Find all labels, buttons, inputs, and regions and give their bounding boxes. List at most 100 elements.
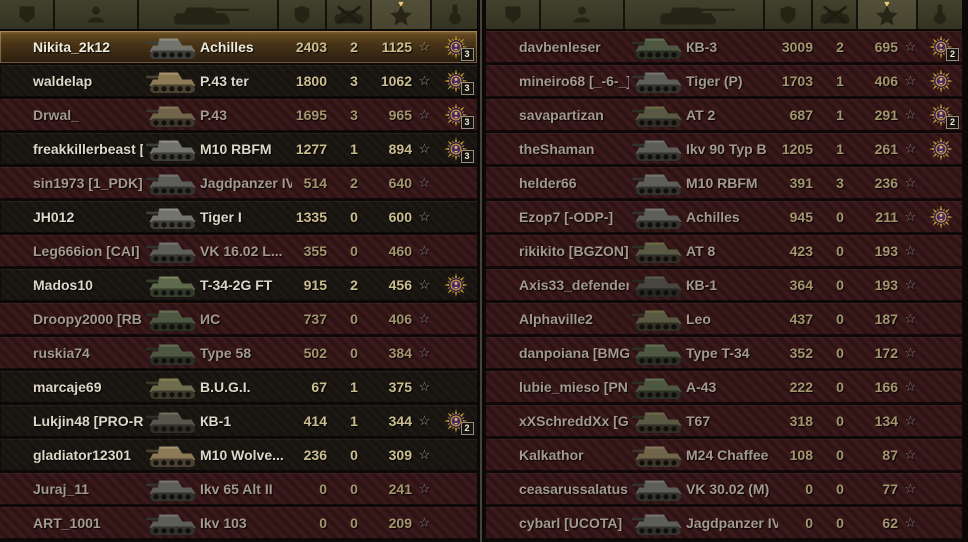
column-xp[interactable]: ▼	[858, 0, 918, 29]
epic-medal-icon[interactable]: 3	[443, 136, 474, 163]
table-header: ▼	[486, 0, 962, 29]
xp-value: 211	[875, 209, 898, 225]
xp-value: 62	[882, 515, 898, 531]
xp-star-icon: ☆	[418, 209, 431, 224]
player-row-dead[interactable]: ceasarussalatus ... VK 30.02 (M) 0 0 77 …	[486, 473, 962, 505]
player-row-dead[interactable]: Ezop7 [-ODP-] Achilles 945 0 211 ☆	[486, 201, 962, 233]
xp-star-icon: ☆	[418, 141, 431, 156]
xp-value: 695	[874, 39, 898, 55]
player-row-dead[interactable]: Kalkathor M24 Chaffee 108 0 87 ☆	[486, 439, 962, 471]
column-vehicle[interactable]	[139, 0, 279, 29]
xp-star-icon: ☆	[904, 311, 917, 326]
xp-star-icon: ☆	[418, 277, 431, 292]
column-kills[interactable]	[327, 0, 372, 29]
tank-sprite-icon	[629, 339, 686, 367]
player-row-alive[interactable]: gladiator12301 M10 Wolve... 236 0 309 ☆	[0, 439, 477, 471]
player-row-dead[interactable]: danpoiana [BMG... Type T-34 352 0 172 ☆	[486, 337, 962, 369]
medal-cell	[920, 136, 962, 162]
column-medals[interactable]	[432, 0, 477, 29]
xp-value: 384	[388, 345, 412, 361]
kills-value: 1	[350, 413, 358, 429]
epic-medal-icon[interactable]: 2	[928, 34, 959, 61]
vehicle-name: Achilles	[200, 39, 254, 55]
damage-value: 67	[311, 379, 327, 395]
kills-value: 0	[836, 243, 844, 259]
kills-value: 2	[836, 39, 844, 55]
player-row-dead[interactable]: Leg666ion [CAI] VK 16.02 L... 355 0 460 …	[0, 235, 477, 267]
player-row-dead[interactable]: Juraj_11 Ikv 65 Alt II 0 0 241 ☆	[0, 473, 477, 505]
column-vehicle[interactable]	[625, 0, 765, 29]
medal-cell: 3	[434, 68, 477, 95]
damage-value: 915	[303, 277, 327, 293]
column-squad[interactable]	[486, 0, 541, 29]
damage-value: 0	[319, 515, 327, 531]
kills-value: 3	[350, 107, 358, 123]
epic-medal-icon[interactable]: 3	[443, 102, 474, 129]
player-row-dead[interactable]: helder66 M10 RBFM 391 3 236 ☆	[486, 167, 962, 199]
player-row-dead[interactable]: theShaman Ikv 90 Typ B 1205 1 261 ☆	[486, 133, 962, 165]
xp-star-icon: ☆	[904, 345, 917, 360]
player-row-alive[interactable]: freakkillerbeast [... M10 RBFM 1277 1 89…	[0, 133, 477, 165]
damage-value: 423	[789, 243, 813, 259]
xp-value: 87	[882, 447, 898, 463]
player-row-dead[interactable]: cybarl [UCOTA] Jagdpanzer IV 0 0 62 ☆	[486, 507, 962, 539]
player-row-dead[interactable]: Droopy2000 [RB... ИС 737 0 406 ☆	[0, 303, 477, 335]
column-xp[interactable]: ▼	[372, 0, 432, 29]
player-row-alive[interactable]: waldelap P.43 ter 1800 3 1062 ☆	[0, 65, 477, 97]
kills-value: 0	[836, 345, 844, 361]
damage-value: 364	[789, 277, 813, 293]
column-medals[interactable]	[918, 0, 962, 29]
tank-sprite-icon	[629, 509, 686, 537]
xp-value: 193	[874, 243, 898, 259]
vehicle-name: P.43 ter	[200, 73, 249, 89]
player-name: savapartizan	[519, 107, 604, 123]
player-row-dead[interactable]: Drwal_ P.43 1695 3 965 ☆	[0, 99, 477, 131]
column-player[interactable]	[55, 0, 139, 29]
xp-star-icon: ☆	[418, 107, 431, 122]
player-row-dead[interactable]: rikikito [BGZON] AT 8 423 0 193 ☆	[486, 235, 962, 267]
tank-silhouette-icon	[659, 7, 735, 24]
tank-sprite-icon	[143, 475, 200, 503]
player-row-dead[interactable]: mineiro68 [_-6-_] Tiger (P) 1703 1 406 ☆	[486, 65, 962, 97]
player-row-alive[interactable]: marcaje69 B.U.G.I. 67 1 375 ☆	[0, 371, 477, 403]
vehicle-name: AT 2	[686, 107, 716, 123]
epic-medal-icon[interactable]	[928, 204, 954, 230]
tank-sprite-icon	[143, 33, 200, 61]
vehicle-name: КВ-1	[200, 413, 232, 429]
player-row-dead[interactable]: Axis33_defender КВ-1 364 0 193 ☆	[486, 269, 962, 301]
player-row-dead[interactable]: ruskia74 Type 58 502 0 384 ☆	[0, 337, 477, 369]
destroyed-tank-icon	[333, 5, 363, 24]
player-row-alive[interactable]: JH012 Tiger I 1335 0 600 ☆	[0, 201, 477, 233]
tank-sprite-icon	[629, 33, 686, 61]
player-row-dead[interactable]: ART_1001 Ikv 103 0 0 209 ☆	[0, 507, 477, 539]
epic-medal-icon[interactable]: 3	[443, 34, 474, 61]
player-name: waldelap	[33, 73, 93, 89]
tank-sprite-icon	[629, 271, 686, 299]
tank-sprite-icon	[629, 67, 686, 95]
player-row-dead[interactable]: Alphaville2 Leo 437 0 187 ☆	[486, 303, 962, 335]
column-damage[interactable]	[279, 0, 327, 29]
medal-cell	[434, 272, 477, 298]
epic-medal-icon[interactable]	[928, 68, 954, 94]
divider-scrollbar-line[interactable]	[480, 0, 482, 542]
epic-medal-icon[interactable]: 2	[928, 102, 959, 129]
epic-medal-icon[interactable]: 2	[443, 408, 474, 435]
player-row-dead[interactable]: savapartizan AT 2 687 1 291 ☆	[486, 99, 962, 131]
column-player[interactable]	[541, 0, 625, 29]
player-row-self[interactable]: Nikita_2k12 Achilles 2403 2 1125 ☆	[0, 31, 477, 63]
player-name: Droopy2000 [RB...	[33, 311, 143, 327]
player-row-dead[interactable]: xXSchreddXx [G... T67 318 0 134 ☆	[486, 405, 962, 437]
column-squad[interactable]	[0, 0, 55, 29]
player-row-dead[interactable]: lubie_mieso [PN... A-43 222 0 166 ☆	[486, 371, 962, 403]
xp-value: 640	[388, 175, 412, 191]
epic-medal-icon[interactable]	[443, 272, 469, 298]
player-row-dead[interactable]: sin1973 [1_PDK] Jagdpanzer IV 514 2 640 …	[0, 167, 477, 199]
player-row-dead[interactable]: davbenleser КВ-3 3009 2 695 ☆	[486, 31, 962, 63]
column-kills[interactable]	[813, 0, 858, 29]
epic-medal-icon[interactable]: 3	[443, 68, 474, 95]
column-damage[interactable]	[765, 0, 813, 29]
epic-medal-icon[interactable]	[928, 136, 954, 162]
player-row-alive[interactable]: Lukjin48 [PRO-R] КВ-1 414 1 344 ☆	[0, 405, 477, 437]
player-row-alive[interactable]: Mados10 T-34-2G FT 915 2 456 ☆	[0, 269, 477, 301]
player-name: freakkillerbeast [...	[33, 141, 143, 157]
